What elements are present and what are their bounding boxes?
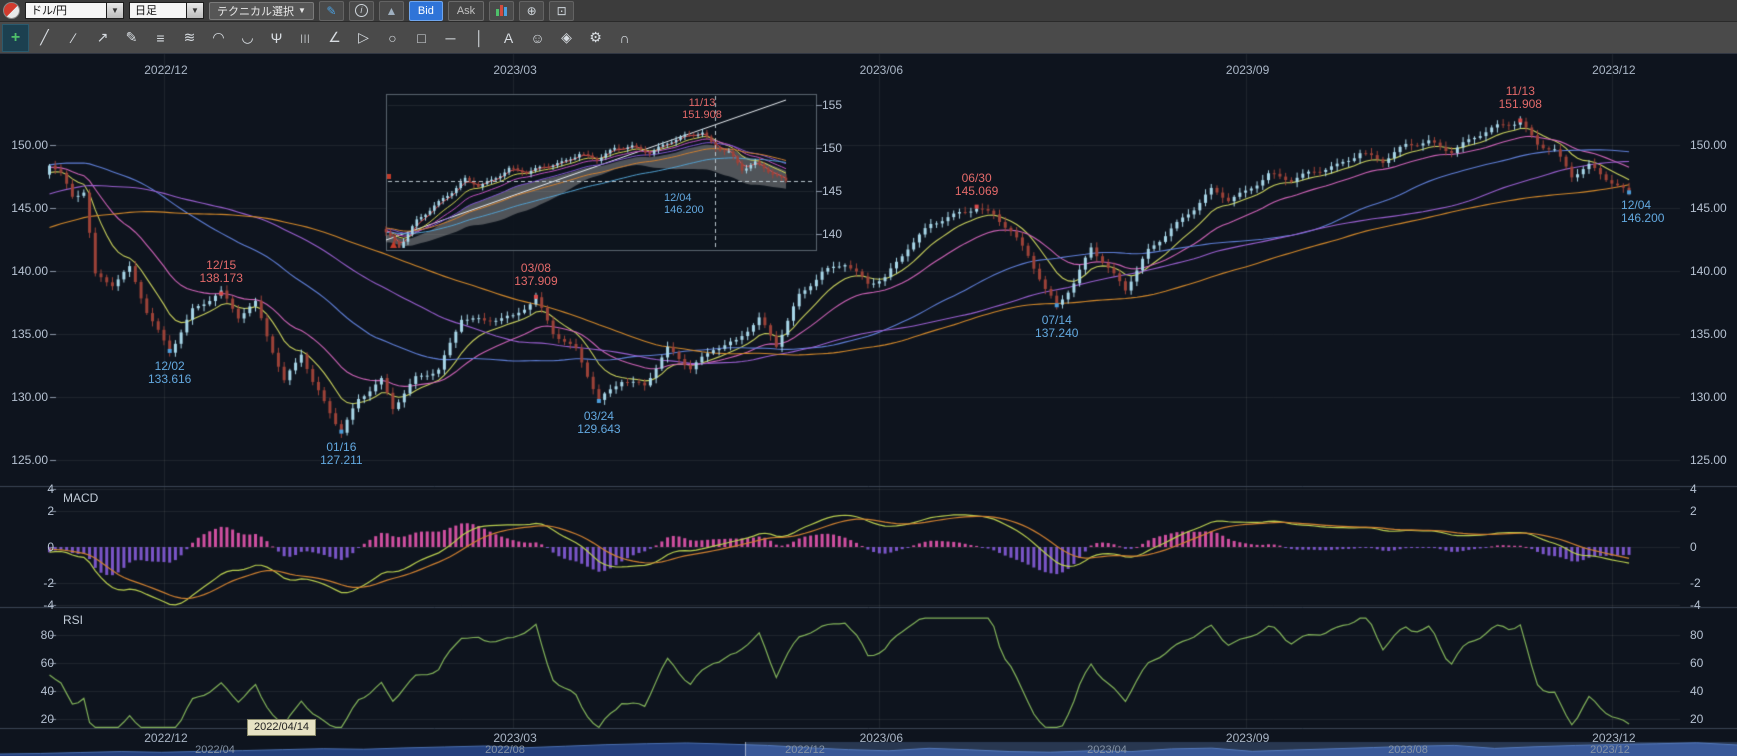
freehand-pencil-tool[interactable]: ✎ — [125, 29, 138, 45]
arc-tool[interactable]: ◡ — [241, 29, 254, 45]
bid-toggle-button[interactable]: Bid — [408, 0, 443, 21]
chevron-down-icon[interactable]: ▼ — [187, 2, 204, 19]
area-chart-button[interactable]: ▲ — [378, 0, 404, 21]
vertical-line-tool[interactable]: │ — [475, 29, 484, 46]
navigator-area[interactable] — [0, 742, 1737, 756]
chevron-down-icon[interactable]: ▼ — [107, 2, 124, 19]
pitchfork-tool[interactable]: Ψ — [270, 29, 283, 46]
zoom-area-icon: ⊡ — [556, 3, 567, 18]
parallel-lines-tool[interactable]: ≡ — [156, 29, 165, 46]
candle-chart-button[interactable] — [489, 0, 515, 21]
info-icon: i — [354, 4, 368, 17]
rectangle-tool[interactable]: □ — [417, 29, 426, 46]
eraser-tool[interactable]: ◈ — [561, 29, 572, 45]
chevron-down-icon: ▼ — [298, 6, 306, 15]
trendline-tool[interactable]: ╱ — [40, 29, 49, 45]
technical-select-button[interactable]: テクニカル選択 ▼ — [209, 1, 314, 20]
app-logo-icon — [3, 2, 20, 19]
extended-line-tool[interactable]: ∕ — [72, 29, 75, 46]
magnet-tool[interactable]: ∩ — [619, 29, 630, 46]
drawing-toolbar: + ╱ ∕ ↗ ✎ ≡ ≋ ◠ ◡ Ψ ||| ∠ ▷ ○ □ ─ │ A ☺ ◈ ⚙ ∩ — [0, 22, 1737, 54]
zoom-in-icon: ⊕ — [526, 3, 537, 18]
date-tooltip: 2022/04/14 — [247, 719, 317, 736]
macd-panel-area[interactable] — [0, 486, 1737, 608]
icon-stamp-tool[interactable]: ☺ — [530, 29, 545, 46]
add-drawing-tool[interactable]: + — [2, 23, 29, 52]
settings-tool[interactable]: ⚙ — [589, 29, 602, 45]
symbol-value: ドル/円 — [25, 2, 107, 19]
symbol-select[interactable]: ドル/円 ▼ — [25, 2, 124, 19]
draw-pencil-button[interactable]: ✎ — [318, 0, 344, 21]
rsi-panel-area[interactable] — [0, 608, 1737, 728]
fibonacci-arc-tool[interactable]: ◠ — [212, 29, 225, 45]
info-button[interactable]: i — [348, 0, 374, 21]
polygon-tool[interactable]: ▷ — [358, 29, 369, 45]
candle-chart-icon — [496, 5, 508, 16]
macd-panel-title: MACD — [63, 491, 99, 505]
fib-timezone-tool[interactable]: ||| — [300, 32, 311, 43]
fibonacci-retracement-tool[interactable]: ≋ — [183, 29, 196, 45]
area-chart-icon: ▲ — [385, 3, 398, 18]
main-toolbar: ドル/円 ▼ 日足 ▼ テクニカル選択 ▼ ✎ i ▲ Bid Ask ⊕ ⊡ — [0, 0, 1737, 22]
angle-tool[interactable]: ∠ — [328, 29, 341, 45]
timeframe-select[interactable]: 日足 ▼ — [129, 2, 204, 19]
main-chart-area[interactable] — [0, 54, 1737, 486]
horizontal-line-tool[interactable]: ─ — [445, 29, 456, 46]
rsi-panel-title: RSI — [63, 613, 84, 627]
ray-line-tool[interactable]: ↗ — [96, 29, 109, 45]
ask-toggle-button[interactable]: Ask — [447, 0, 485, 21]
zoom-in-button[interactable]: ⊕ — [519, 0, 545, 21]
ellipse-tool[interactable]: ○ — [388, 29, 397, 46]
timeframe-value: 日足 — [129, 2, 187, 19]
zoom-area-button[interactable]: ⊡ — [549, 0, 575, 21]
text-tool[interactable]: A — [503, 29, 514, 46]
